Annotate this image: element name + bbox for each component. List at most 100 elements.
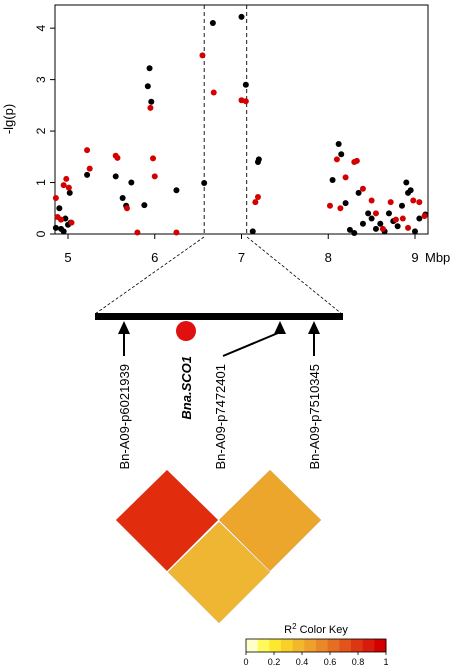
data-point bbox=[411, 228, 418, 235]
color-key-swatch bbox=[257, 639, 270, 652]
color-key-swatch bbox=[316, 639, 329, 652]
color-key-swatch bbox=[327, 639, 340, 652]
color-key-swatch bbox=[362, 639, 375, 652]
data-points bbox=[52, 13, 429, 236]
data-point bbox=[86, 165, 93, 172]
data-point bbox=[416, 199, 423, 206]
data-point bbox=[134, 229, 141, 236]
x-tick-label: 9 bbox=[411, 250, 418, 265]
color-key-tick-label: 0.6 bbox=[324, 657, 337, 667]
color-key-tick-label: 0.4 bbox=[296, 657, 309, 667]
color-key-frame bbox=[245, 638, 387, 653]
data-point bbox=[210, 89, 217, 96]
color-key-swatch bbox=[351, 639, 364, 652]
data-point bbox=[368, 215, 375, 222]
ld-cell-p7472401-p7510345 bbox=[218, 469, 322, 572]
color-key-tick-label: 0.8 bbox=[352, 657, 365, 667]
x-axis: 5 6 7 8 9 bbox=[64, 234, 419, 265]
data-point bbox=[387, 199, 394, 206]
color-key-tick-label: 0 bbox=[243, 657, 248, 667]
data-point bbox=[372, 210, 379, 217]
data-point bbox=[359, 220, 366, 227]
data-point bbox=[421, 212, 428, 219]
data-point bbox=[128, 179, 135, 186]
x-tick-label: 8 bbox=[325, 250, 332, 265]
color-key-ticks: 0 0.2 0.4 0.6 0.8 1 bbox=[243, 652, 389, 667]
data-point bbox=[405, 224, 412, 231]
data-point bbox=[63, 175, 70, 182]
data-point bbox=[147, 104, 154, 111]
y-tick-label: 0 bbox=[34, 230, 48, 237]
color-key-tick-label: 1 bbox=[383, 657, 388, 667]
marker-triangle bbox=[118, 321, 130, 334]
data-point bbox=[365, 210, 372, 217]
color-key-title: R2 Color Key bbox=[284, 622, 348, 636]
data-point bbox=[58, 216, 65, 223]
y-axis-label: -lg(p) bbox=[1, 104, 16, 134]
color-key-swatch bbox=[269, 639, 282, 652]
color-key-swatch bbox=[374, 639, 387, 652]
data-point bbox=[123, 205, 130, 212]
data-point bbox=[52, 194, 59, 201]
data-point bbox=[66, 189, 73, 196]
y-tick-label: 3 bbox=[34, 76, 48, 83]
data-point bbox=[359, 185, 366, 192]
color-key-tick-label: 0.2 bbox=[268, 657, 281, 667]
data-point bbox=[173, 229, 180, 236]
data-point bbox=[112, 173, 119, 180]
y-tick-label: 4 bbox=[34, 25, 48, 32]
color-key-swatch bbox=[304, 639, 317, 652]
zoom-line-left bbox=[94, 236, 205, 315]
data-point bbox=[346, 226, 353, 233]
gene-circle bbox=[176, 321, 196, 341]
data-point bbox=[351, 229, 358, 236]
data-point bbox=[372, 225, 379, 232]
data-point bbox=[399, 215, 406, 222]
marker-label: Bn-A09-p7472401 bbox=[213, 364, 228, 470]
data-point bbox=[148, 98, 155, 105]
data-point bbox=[56, 205, 63, 212]
data-point bbox=[249, 228, 256, 235]
data-point bbox=[338, 151, 345, 158]
manhattan-plot: 0 1 2 3 4 -lg(p) 5 6 7 8 9 Mbp bbox=[1, 4, 450, 265]
marker-p6021939: Bn-A09-p6021939 bbox=[117, 321, 132, 470]
color-key-swatch bbox=[339, 639, 352, 652]
data-point bbox=[238, 13, 245, 20]
marker-triangle bbox=[274, 321, 286, 334]
data-point bbox=[333, 156, 340, 163]
data-point bbox=[329, 176, 336, 183]
data-point bbox=[377, 220, 384, 227]
data-point bbox=[337, 205, 344, 212]
chromosome-bar bbox=[95, 313, 343, 320]
data-point bbox=[252, 199, 259, 206]
color-key-swatch bbox=[246, 639, 259, 652]
y-tick-label: 2 bbox=[34, 127, 48, 134]
data-point bbox=[254, 193, 261, 200]
data-point bbox=[141, 202, 148, 209]
data-point bbox=[403, 179, 410, 186]
zoom-line-right bbox=[246, 236, 343, 315]
data-point bbox=[84, 171, 91, 178]
color-key: R2 Color Key 0 0.2 0.4 0.6 0.8 1 bbox=[243, 622, 388, 667]
x-tick-label: 7 bbox=[238, 250, 245, 265]
marker-p7510345: Bn-A09-p7510345 bbox=[307, 321, 322, 470]
data-point bbox=[65, 184, 72, 191]
data-point bbox=[144, 83, 151, 90]
data-point bbox=[114, 154, 121, 161]
data-point bbox=[398, 202, 405, 209]
color-key-swatch bbox=[281, 639, 294, 652]
data-point bbox=[84, 147, 91, 154]
marker-label: Bn-A09-p6021939 bbox=[117, 364, 132, 470]
marker-label: Bn-A09-p7510345 bbox=[307, 364, 322, 470]
data-point bbox=[326, 202, 333, 209]
data-point bbox=[68, 219, 75, 226]
x-tick-label: 5 bbox=[64, 250, 71, 265]
data-point bbox=[201, 180, 208, 187]
data-point bbox=[119, 194, 126, 201]
data-point bbox=[342, 174, 349, 181]
data-point bbox=[407, 187, 414, 194]
data-point bbox=[410, 197, 417, 204]
data-point bbox=[379, 225, 386, 232]
gene-diagram: Bn-A09-p6021939 Bna.SCO1 Bn-A09-p7472401… bbox=[94, 236, 343, 470]
